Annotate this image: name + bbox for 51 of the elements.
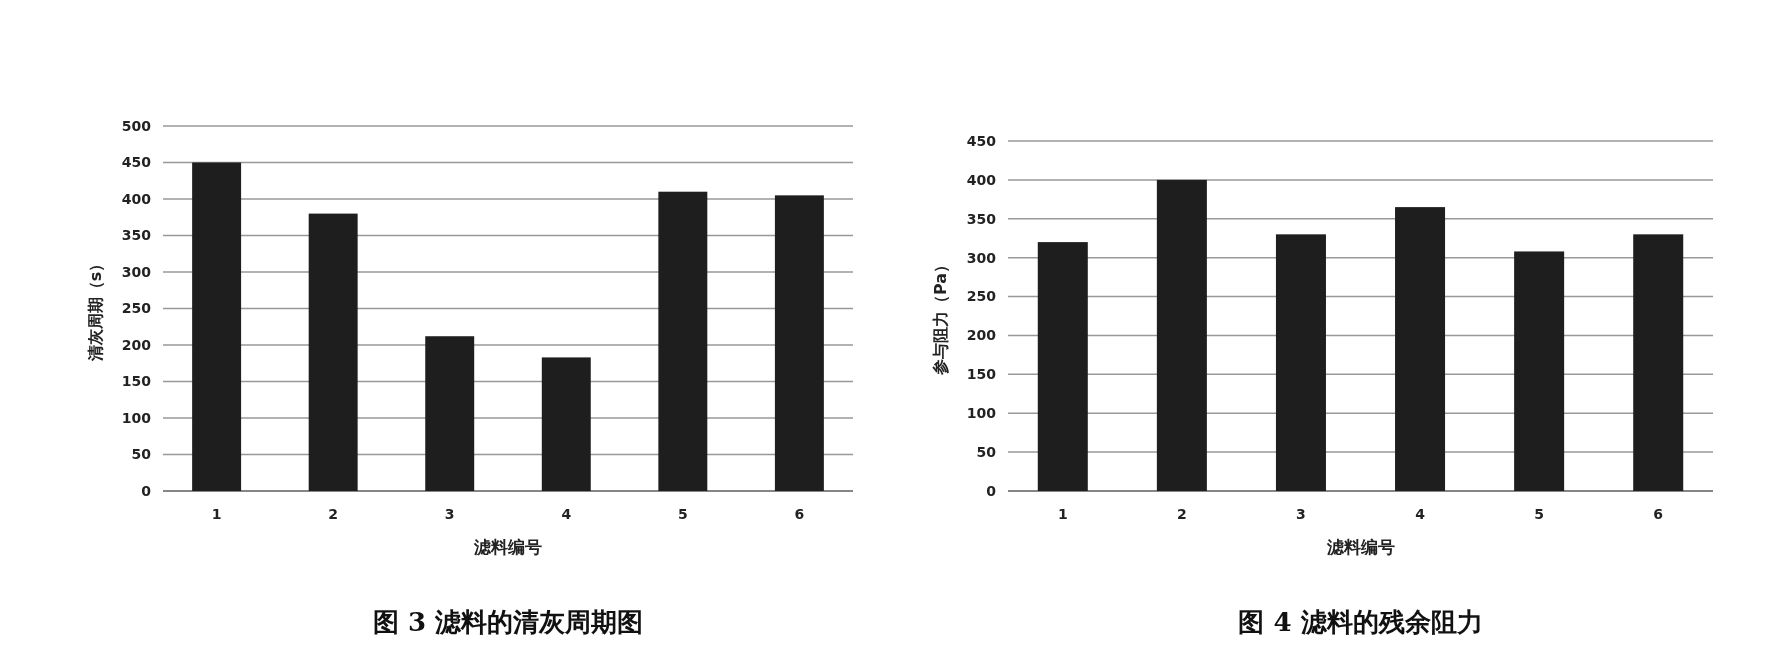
x-tick-label: 6	[794, 506, 805, 522]
y-tick-label: 100	[121, 409, 152, 426]
y-tick-label: 350	[121, 227, 152, 244]
x-tick-label: 3	[1296, 506, 1306, 522]
y-tick-label: 400	[966, 171, 997, 188]
bar	[1156, 179, 1207, 491]
y-tick-label: 50	[131, 446, 152, 463]
bar	[1037, 242, 1088, 491]
bar	[192, 162, 242, 491]
y-tick-label: 400	[121, 190, 152, 207]
bar	[1395, 207, 1446, 491]
y-tick-label: 300	[121, 263, 152, 280]
y-tick-label: 300	[966, 249, 997, 266]
x-tick-label: 1	[211, 506, 222, 522]
x-tick-label: 5	[677, 506, 688, 522]
y-tick-label: 450	[966, 132, 997, 149]
y-tick-label: 500	[121, 117, 152, 134]
y-tick-label: 150	[121, 373, 152, 390]
x-tick-label: 1	[1057, 506, 1068, 522]
y-tick-label: 150	[966, 366, 997, 383]
y-axis-title: 清灰周期（s）	[86, 255, 105, 363]
y-tick-label: 200	[966, 327, 997, 344]
x-tick-label: 4	[561, 506, 572, 522]
y-tick-label: 450	[121, 154, 152, 171]
x-axis-title: 滤料编号	[473, 537, 542, 557]
text: 图 4 滤料的残余阻力	[1238, 607, 1483, 637]
x-tick-label: 2	[328, 506, 339, 522]
y-tick-label: 0	[141, 482, 152, 499]
x-tick-label: 6	[1653, 506, 1664, 522]
x-tick-label: 4	[1415, 506, 1426, 522]
bar	[658, 191, 708, 491]
bar	[1633, 234, 1684, 491]
bar	[541, 357, 591, 491]
y-tick-label: 250	[121, 300, 152, 317]
y-tick-label: 100	[966, 405, 997, 422]
x-tick-label: 2	[1176, 506, 1187, 522]
x-tick-label: 3	[444, 506, 455, 522]
y-tick-label: 350	[966, 210, 997, 227]
y-tick-label: 0	[986, 482, 997, 499]
text: 图 3 滤料的清灰周期图	[372, 607, 644, 637]
y-axis-title: 参与阻力（Pa）	[931, 256, 950, 377]
x-axis-title: 滤料编号	[1325, 537, 1395, 557]
x-tick-label: 5	[1534, 506, 1545, 522]
bar	[1514, 251, 1565, 491]
y-tick-label: 200	[121, 336, 152, 353]
y-tick-label: 250	[966, 288, 997, 305]
bar	[1275, 234, 1326, 491]
bar	[774, 195, 824, 491]
y-tick-label: 50	[976, 444, 997, 461]
bar	[308, 213, 358, 491]
bar	[425, 336, 475, 491]
